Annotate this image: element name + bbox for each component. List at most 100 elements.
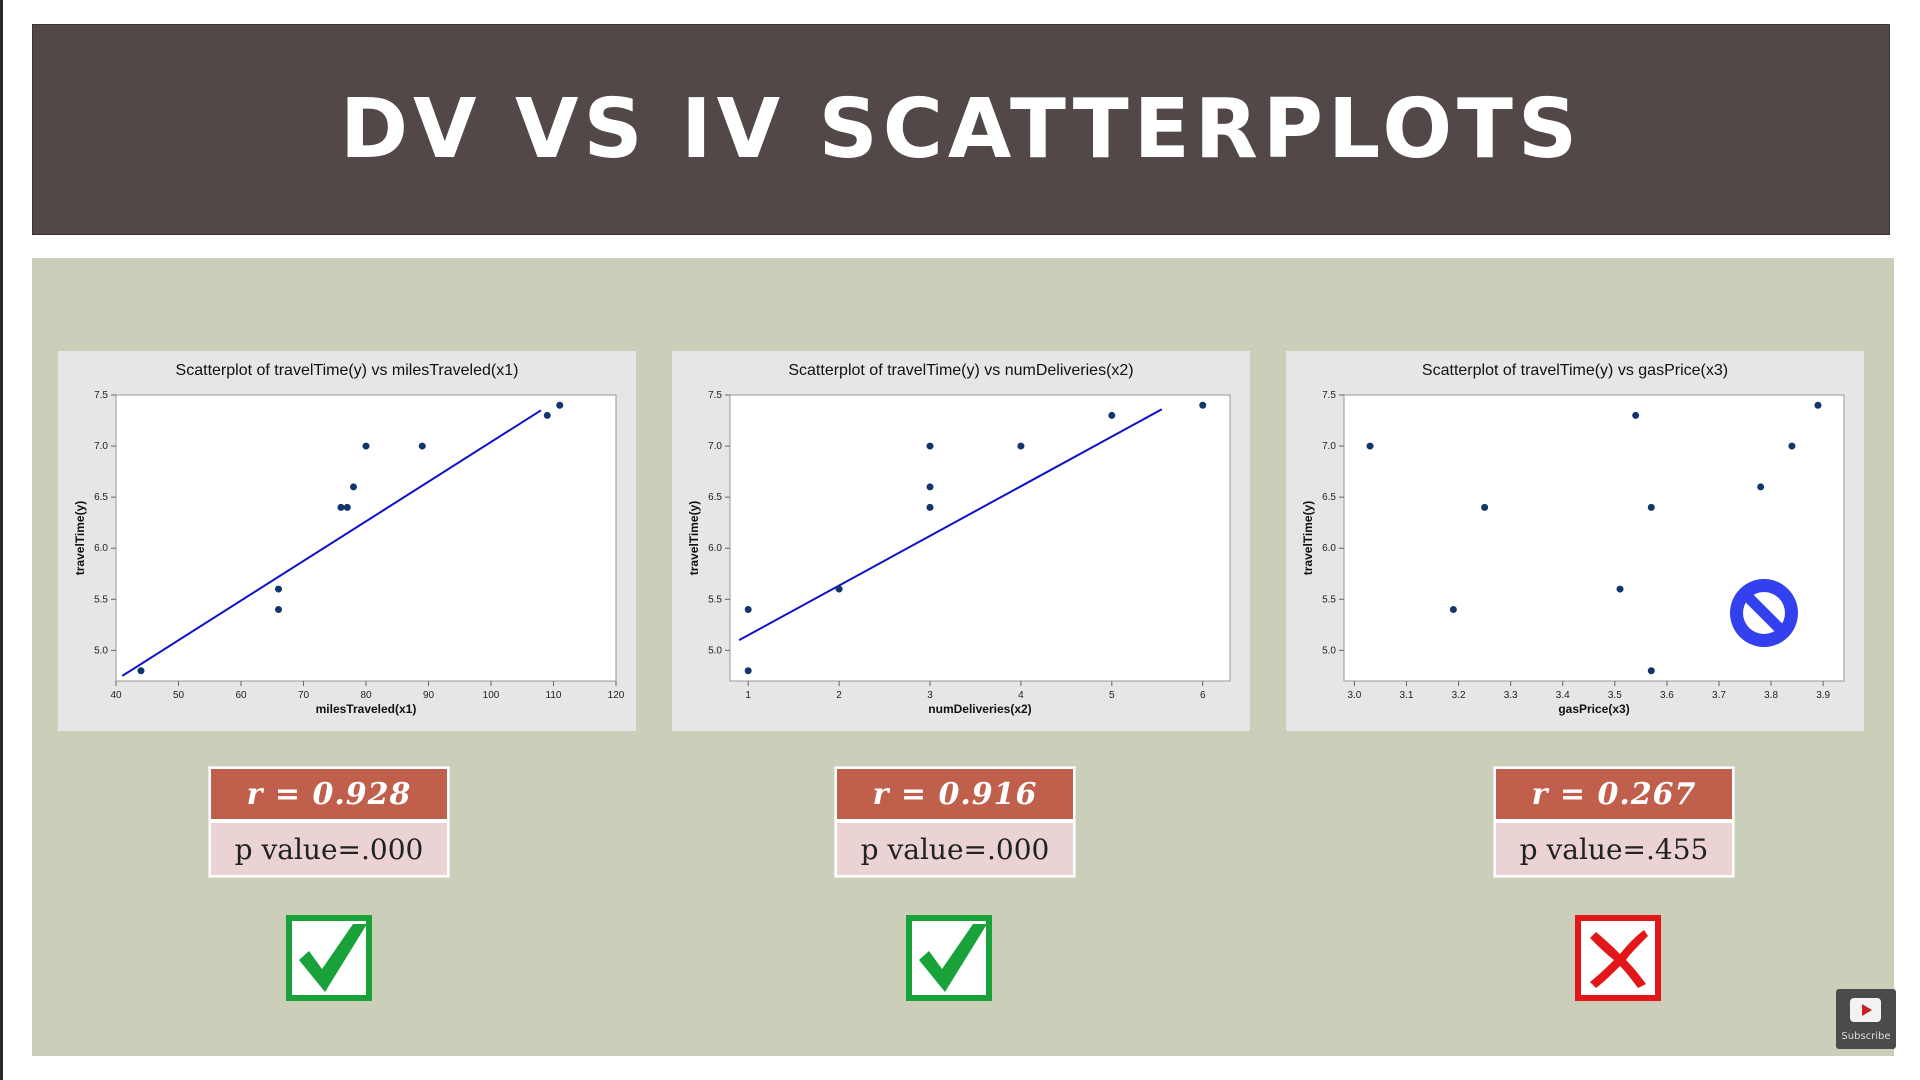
data-point xyxy=(744,667,752,675)
y-axis-label: travelTime(y) xyxy=(687,501,701,575)
y-tick-label: 7.0 xyxy=(94,441,108,452)
x-axis-label: numDeliveries(x2) xyxy=(928,702,1031,716)
x-tick-label: 3.0 xyxy=(1347,690,1361,701)
x-tick-label: 3 xyxy=(927,690,933,701)
p-value: p value=.000 xyxy=(837,823,1073,875)
data-point xyxy=(835,585,843,593)
data-point xyxy=(1017,442,1025,450)
x-tick-label: 3.9 xyxy=(1816,690,1830,701)
correlation-value: r = 0.916 xyxy=(837,769,1073,819)
left-edge-line xyxy=(0,0,3,1080)
data-point xyxy=(926,442,934,450)
y-tick-label: 5.0 xyxy=(708,645,722,656)
p-value: p value=.000 xyxy=(211,823,447,875)
slide-title: DV VS IV SCATTERPLOTS xyxy=(339,82,1583,177)
x-tick-label: 3.8 xyxy=(1764,690,1778,701)
plot-area xyxy=(729,394,1231,682)
y-tick-label: 7.5 xyxy=(94,390,108,401)
y-tick-label: 6.5 xyxy=(94,492,108,503)
x-tick-label: 100 xyxy=(483,690,500,701)
x-tick-label: 80 xyxy=(360,690,372,701)
scatterplot-miles-traveled: Scatterplot of travelTime(y) vs milesTra… xyxy=(58,351,636,731)
youtube-subscribe-button[interactable]: Subscribe xyxy=(1836,989,1896,1049)
data-point xyxy=(1616,585,1624,593)
y-tick-label: 7.5 xyxy=(708,390,722,401)
data-point xyxy=(337,503,345,511)
x-tick-label: 2 xyxy=(836,690,842,701)
data-point xyxy=(1647,503,1655,511)
p-value: p value=.455 xyxy=(1496,823,1732,875)
y-tick-label: 7.0 xyxy=(708,441,722,452)
data-point xyxy=(343,503,351,511)
x-tick-label: 5 xyxy=(1109,690,1115,701)
x-tick-label: 1 xyxy=(745,690,751,701)
checkmark-icon xyxy=(906,915,992,1001)
y-tick-label: 6.0 xyxy=(1322,543,1336,554)
data-point xyxy=(1108,411,1116,419)
data-point xyxy=(137,667,145,675)
x-tick-label: 3.7 xyxy=(1712,690,1726,701)
stats-box-gas-price: r = 0.267 p value=.455 xyxy=(1493,766,1735,878)
stats-box-num-deliveries: r = 0.916 p value=.000 xyxy=(834,766,1076,878)
data-point xyxy=(1788,442,1796,450)
regression-line xyxy=(738,408,1163,642)
chart-title: Scatterplot of travelTime(y) vs milesTra… xyxy=(176,362,519,379)
y-tick-label: 5.0 xyxy=(94,645,108,656)
data-point xyxy=(275,585,282,593)
data-point xyxy=(418,442,426,450)
chart-title: Scatterplot of travelTime(y) vs gasPrice… xyxy=(1422,362,1728,379)
x-tick-label: 4 xyxy=(1018,690,1024,701)
y-tick-label: 5.5 xyxy=(708,594,722,605)
data-point xyxy=(556,401,564,409)
data-point xyxy=(926,483,934,491)
y-tick-label: 5.5 xyxy=(1322,594,1336,605)
data-point xyxy=(1199,401,1207,409)
data-point xyxy=(744,606,752,613)
data-point xyxy=(1632,411,1640,419)
youtube-play-icon xyxy=(1850,998,1881,1022)
x-tick-label: 3.1 xyxy=(1400,690,1414,701)
x-tick-label: 90 xyxy=(423,690,435,701)
y-tick-label: 7.0 xyxy=(1322,441,1336,452)
x-tick-label: 70 xyxy=(298,690,310,701)
x-tick-label: 40 xyxy=(110,690,122,701)
plot-area xyxy=(115,394,617,682)
stats-box-miles-traveled: r = 0.928 p value=.000 xyxy=(208,766,450,878)
cross-mark-icon xyxy=(1575,915,1661,1001)
scatterplot-svg: Scatterplot of travelTime(y) vs gasPrice… xyxy=(1301,362,1845,716)
no-sign-bar xyxy=(1744,593,1784,633)
x-tick-label: 50 xyxy=(173,690,185,701)
x-tick-label: 60 xyxy=(235,690,247,701)
data-point xyxy=(1757,483,1765,491)
x-tick-label: 3.3 xyxy=(1504,690,1518,701)
data-point xyxy=(1481,503,1489,511)
y-tick-label: 6.0 xyxy=(708,543,722,554)
regression-line xyxy=(121,409,542,677)
data-point xyxy=(275,606,282,613)
x-tick-label: 6 xyxy=(1200,690,1206,701)
x-axis-label: gasPrice(x3) xyxy=(1558,702,1629,716)
data-point xyxy=(1814,401,1822,409)
x-axis-label: milesTraveled(x1) xyxy=(316,702,417,716)
y-tick-label: 5.5 xyxy=(94,594,108,605)
x-tick-label: 110 xyxy=(546,690,562,701)
title-banner: DV VS IV SCATTERPLOTS xyxy=(32,24,1890,235)
data-point xyxy=(1647,667,1655,675)
subscribe-label: Subscribe xyxy=(1841,1031,1891,1042)
y-axis-label: travelTime(y) xyxy=(73,501,87,575)
y-tick-label: 6.5 xyxy=(1322,492,1336,503)
correlation-value: r = 0.928 xyxy=(211,769,447,819)
y-axis-label: travelTime(y) xyxy=(1301,501,1315,575)
correlation-value: r = 0.267 xyxy=(1496,769,1732,819)
x-tick-label: 3.2 xyxy=(1452,690,1466,701)
data-point xyxy=(350,483,357,491)
data-point xyxy=(362,442,370,450)
checkmark-icon xyxy=(286,915,372,1001)
y-tick-label: 6.5 xyxy=(708,492,722,503)
x-tick-label: 3.4 xyxy=(1556,690,1570,701)
y-tick-label: 7.5 xyxy=(1322,390,1336,401)
y-tick-label: 5.0 xyxy=(1322,645,1336,656)
x-tick-label: 3.6 xyxy=(1660,690,1674,701)
data-point xyxy=(1449,606,1457,613)
data-point xyxy=(926,503,934,511)
